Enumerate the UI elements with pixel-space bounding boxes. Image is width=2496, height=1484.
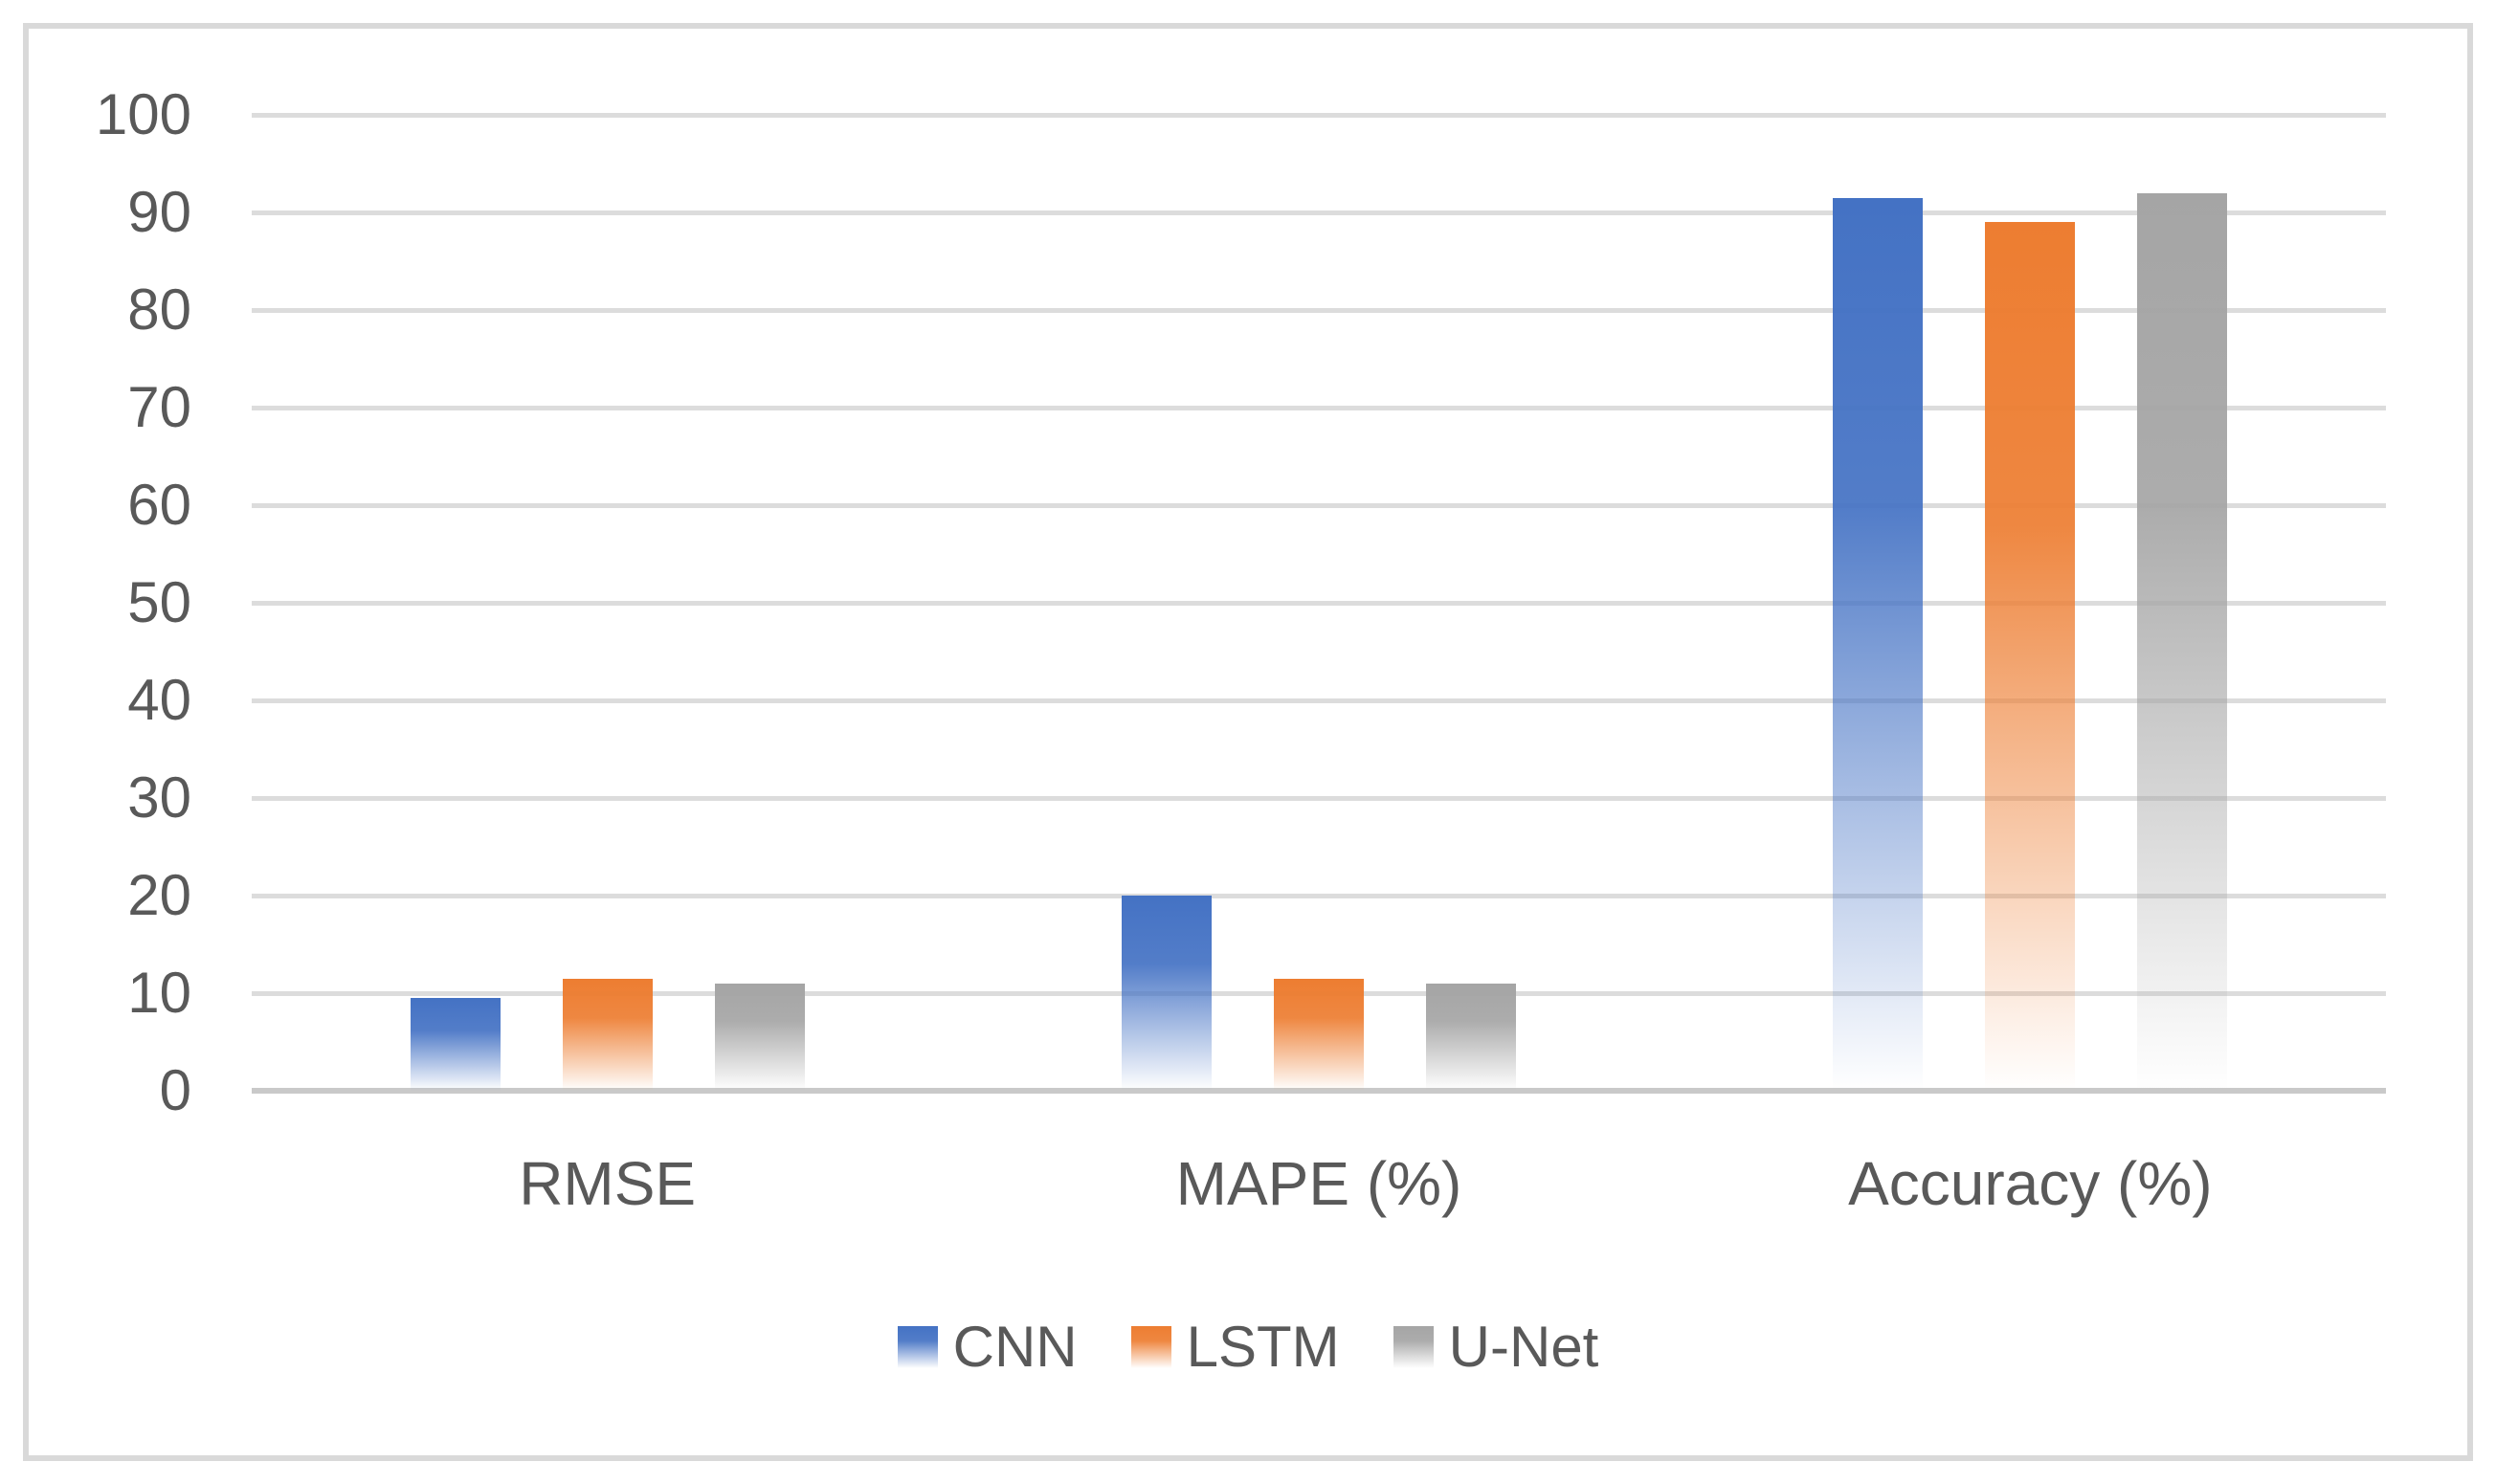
y-axis-tick-label: 90 — [127, 180, 191, 244]
x-axis-category-label: Accuracy (%) — [1848, 1149, 2213, 1218]
bar-lstm-accuracy — [1985, 222, 2076, 1091]
x-axis-category-label: RMSE — [519, 1149, 697, 1218]
gridline — [252, 307, 2386, 313]
y-axis-tick-label: 80 — [127, 277, 191, 342]
y-axis-tick-label: 40 — [127, 668, 191, 732]
bar-u-net-accuracy — [2137, 192, 2228, 1091]
y-axis-tick-label: 10 — [127, 961, 191, 1025]
legend: CNN LSTM U-Net — [0, 1318, 2496, 1376]
gridline — [252, 405, 2386, 410]
bar-u-net-mape — [1426, 983, 1516, 1091]
bar-u-net-rmse — [714, 983, 805, 1091]
y-axis-tick-label: 50 — [127, 570, 191, 634]
legend-item-cnn: CNN — [897, 1315, 1078, 1379]
gridline — [252, 210, 2386, 215]
legend-item-lstm: LSTM — [1130, 1315, 1340, 1379]
legend-item-u-net: U-Net — [1393, 1315, 1599, 1379]
bar-cnn-mape — [1122, 896, 1212, 1091]
y-axis-tick-label: 20 — [127, 863, 191, 927]
legend-label-u-net: U-Net — [1448, 1315, 1599, 1379]
y-axis-tick-label: 30 — [127, 765, 191, 830]
legend-swatch-u-net — [1393, 1326, 1434, 1368]
x-axis-line — [252, 1088, 2386, 1094]
bar-lstm-mape — [1274, 978, 1364, 1091]
bar-cnn-rmse — [410, 998, 501, 1091]
legend-label-lstm: LSTM — [1186, 1315, 1340, 1379]
gridline — [252, 795, 2386, 801]
gridline — [252, 112, 2386, 118]
gridline — [252, 698, 2386, 703]
legend-swatch-cnn — [897, 1326, 938, 1368]
x-axis-category-label: MAPE (%) — [1175, 1149, 1462, 1218]
bar-cnn-accuracy — [1833, 197, 1924, 1091]
gridline — [252, 600, 2386, 606]
legend-label-cnn: CNN — [952, 1315, 1078, 1379]
plot-area — [252, 112, 2386, 1094]
y-axis-tick-label: 70 — [127, 375, 191, 439]
y-axis-tick-label: 60 — [127, 473, 191, 537]
y-axis-tick-label: 0 — [159, 1058, 191, 1122]
gridline — [252, 893, 2386, 898]
y-axis-tick-label: 100 — [95, 82, 191, 146]
gridline — [252, 502, 2386, 508]
bar-lstm-rmse — [562, 978, 653, 1091]
legend-swatch-lstm — [1130, 1326, 1171, 1368]
